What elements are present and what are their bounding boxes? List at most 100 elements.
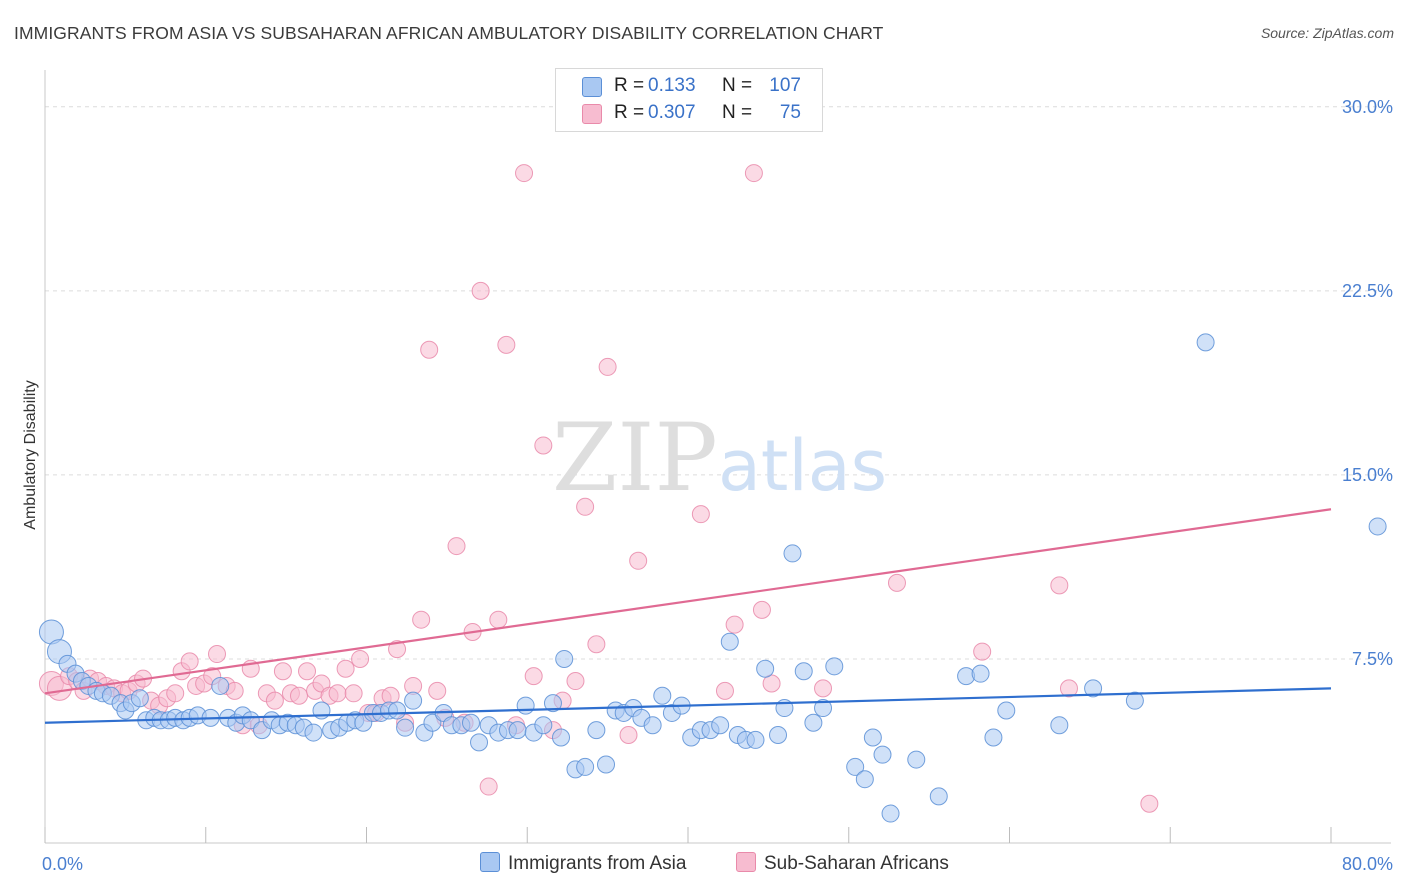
legend-swatch-asia [480, 852, 500, 872]
asia-point [746, 730, 765, 749]
watermark: ZIP atlas [552, 404, 887, 513]
sub-saharan-point [420, 340, 439, 359]
series-asia-points [38, 333, 1387, 823]
asia-point [971, 664, 990, 683]
asia-point [881, 804, 900, 823]
legend-n-value: 75 [779, 102, 801, 123]
legend-r-label: R = [614, 102, 645, 123]
sub-saharan-point [814, 679, 833, 698]
sub-saharan-point [887, 573, 906, 592]
legend-r-value: 0.307 [648, 102, 696, 123]
sub-saharan-point [412, 610, 431, 629]
asia-point [130, 689, 149, 708]
y-tick-label-3: 30.0% [1342, 97, 1393, 117]
legend-label-sub-saharan: Sub-Saharan Africans [764, 853, 949, 874]
bottom-legend-asia[interactable]: Immigrants from Asia [480, 852, 686, 875]
sub-saharan-point [289, 686, 308, 705]
sub-saharan-point [1050, 576, 1069, 595]
legend-row-sub-saharan: R = 0.307 N = 75 [556, 100, 822, 126]
asia-point [1368, 517, 1387, 536]
legend-swatch-sub-saharan [736, 852, 756, 872]
sub-saharan-point [336, 659, 355, 678]
asia-point [756, 659, 775, 678]
asia-point [555, 649, 574, 668]
asia-point [846, 757, 865, 776]
y-tick-label-0: 7.5% [1352, 649, 1393, 669]
chart-title: IMMIGRANTS FROM ASIA VS SUBSAHARAN AFRIC… [14, 23, 884, 43]
asia-point [984, 728, 1003, 747]
asia-point [907, 750, 926, 769]
legend-n-label: N = [722, 75, 753, 96]
sub-saharan-point [587, 635, 606, 654]
asia-point [929, 787, 948, 806]
asia-point [825, 657, 844, 676]
legend-n-value: 107 [769, 75, 801, 96]
sub-saharan-point [497, 335, 516, 354]
legend-n-label: N = [722, 102, 753, 123]
sub-saharan-point [691, 505, 710, 524]
sub-saharan-point [1140, 794, 1159, 813]
legend-label-asia: Immigrants from Asia [508, 853, 687, 874]
bottom-legend-sub-saharan[interactable]: Sub-Saharan Africans [736, 852, 949, 875]
sub-saharan-point [388, 640, 407, 659]
asia-point [470, 733, 489, 752]
asia-point [587, 721, 606, 740]
asia-point [508, 721, 527, 740]
asia-point [552, 728, 571, 747]
watermark-zip: ZIP [552, 404, 718, 513]
asia-point [211, 676, 230, 695]
y-tick-label-2: 22.5% [1342, 281, 1393, 301]
grid-lines [45, 106, 1391, 660]
asia-point [1125, 691, 1144, 710]
sub-saharan-point [973, 642, 992, 661]
sub-saharan-point [328, 684, 347, 703]
asia-point [783, 544, 802, 563]
asia-point [516, 696, 535, 715]
asia-point [576, 757, 595, 776]
sub-saharan-point [524, 667, 543, 686]
sub-saharan-point [351, 649, 370, 668]
tick-labels: 7.5% 15.0% 22.5% 30.0% 0.0% 80.0% [42, 97, 1393, 874]
sub-saharan-point [752, 600, 771, 619]
asia-point [720, 632, 739, 651]
sub-saharan-point [534, 436, 553, 455]
legend-swatch-sub-saharan [582, 104, 602, 124]
asia-point [769, 726, 788, 745]
asia-trend-line [44, 687, 1332, 724]
asia-point [404, 691, 423, 710]
legend-swatch-asia [582, 77, 602, 97]
sub-saharan-point [447, 537, 466, 556]
sub-saharan-point [515, 164, 534, 183]
asia-point [304, 723, 323, 742]
sub-saharan-point [265, 691, 284, 710]
asia-point [711, 716, 730, 735]
sub-saharan-point [471, 281, 490, 300]
asia-point [794, 662, 813, 681]
watermark-atlas: atlas [718, 425, 887, 507]
y-axis-label: Ambulatory Disability [22, 380, 39, 529]
asia-point [1196, 333, 1215, 352]
sub-saharan-point [576, 497, 595, 516]
sub-saharan-point [598, 357, 617, 376]
asia-point [1050, 716, 1069, 735]
source-label: Source: ZipAtlas.com [1260, 25, 1394, 41]
sub-saharan-point [298, 662, 317, 681]
asia-point [653, 686, 672, 705]
sub-saharan-point [344, 684, 363, 703]
legend-r-label: R = [614, 75, 645, 96]
sub-saharan-trend-line [44, 508, 1332, 695]
correlation-legend: R = 0.133 N = 107 R = 0.307 N = 75 [555, 68, 823, 132]
asia-point [997, 701, 1016, 720]
y-tick-label-1: 15.0% [1342, 465, 1393, 485]
sub-saharan-point [1059, 679, 1078, 698]
x-tick-label-0: 0.0% [42, 854, 83, 874]
sub-saharan-point [489, 610, 508, 629]
sub-saharan-point [566, 672, 585, 691]
sub-saharan-point [428, 681, 447, 700]
asia-point [863, 728, 882, 747]
sub-saharan-point [273, 662, 292, 681]
x-tick-label-1: 80.0% [1342, 854, 1393, 874]
asia-point [855, 770, 874, 789]
asia-point [534, 716, 553, 735]
